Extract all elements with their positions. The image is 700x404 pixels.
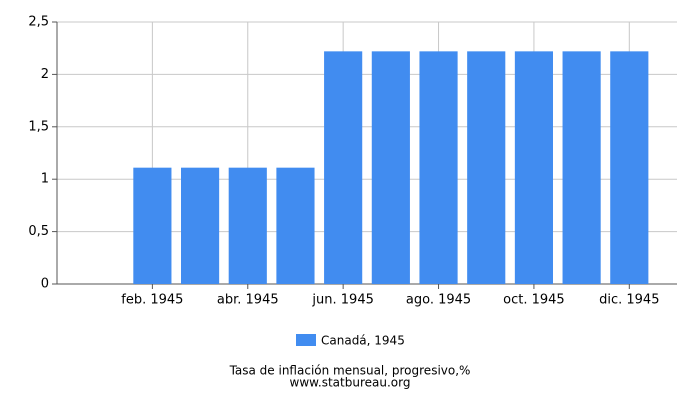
y-tick-label: 1 [41,172,49,187]
bar [228,167,267,284]
y-tick-label: 2,5 [28,15,49,30]
y-tick-label: 0,5 [28,224,49,239]
source: www.statbureau.org [290,376,411,390]
legend-label: Canadá, 1945 [321,334,405,348]
bar [514,51,553,285]
bar [419,51,458,285]
x-tick-label: jun. 1945 [311,293,373,308]
bar [371,51,410,285]
bar [181,167,220,284]
bar [610,51,649,285]
x-tick-label: oct. 1945 [503,293,565,308]
bar [276,167,315,284]
legend-swatch [296,334,316,346]
x-tick-label: feb. 1945 [121,293,183,308]
x-tick-label: abr. 1945 [217,293,279,308]
y-tick-label: 2 [41,67,49,82]
y-tick-label: 1,5 [28,119,49,134]
x-tick-label: ago. 1945 [406,293,471,308]
x-tick-label: dic. 1945 [599,293,659,308]
bar [562,51,601,285]
bar [467,51,506,285]
bar [324,51,363,285]
y-tick-label: 0 [41,277,49,292]
x-axis-title: Tasa de inflación mensual, progresivo,% [229,364,471,378]
bar [133,167,172,284]
